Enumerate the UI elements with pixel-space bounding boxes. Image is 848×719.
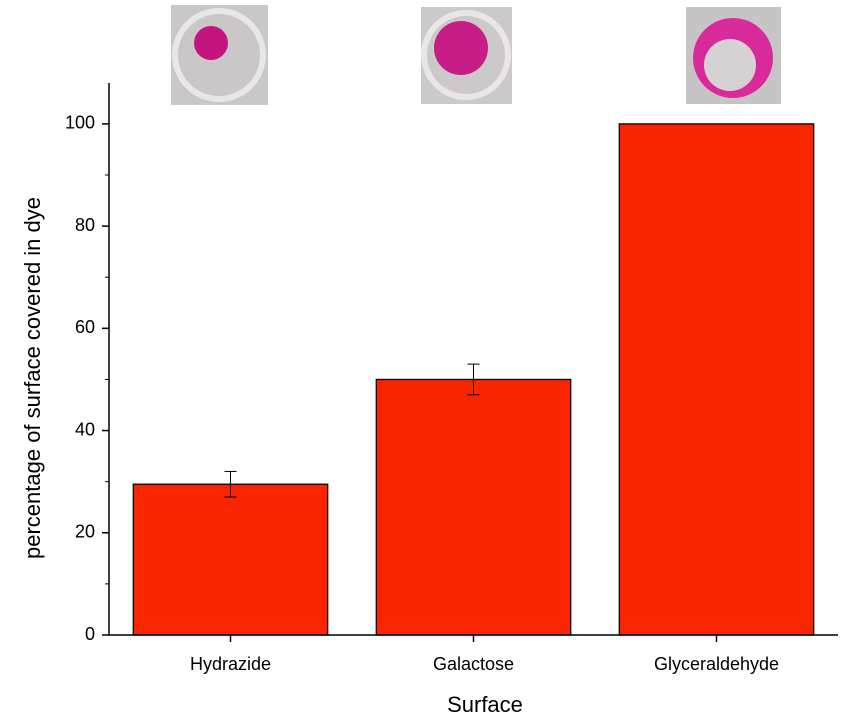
y-axis-title: percentage of surface covered in dye [20,197,45,559]
bar [375,378,572,636]
y-tick-label: 60 [75,317,95,337]
y-tick-label: 80 [75,215,95,235]
y-tick-label: 40 [75,419,95,439]
thumbnail [686,7,781,104]
x-tick-label: Glyceraldehyde [654,654,779,674]
x-tick-label: Hydrazide [190,654,271,674]
error-bar [467,363,480,396]
y-tick-label: 0 [85,624,95,644]
thumbnail [171,5,268,105]
error-bar [224,470,237,498]
y-tick-label: 100 [65,113,95,133]
thumbnail [421,7,512,104]
bar [132,483,329,636]
bar [618,123,815,636]
y-tick-label: 20 [75,522,95,542]
x-tick-label: Galactose [433,654,514,674]
x-axis-title: Surface [447,692,523,717]
